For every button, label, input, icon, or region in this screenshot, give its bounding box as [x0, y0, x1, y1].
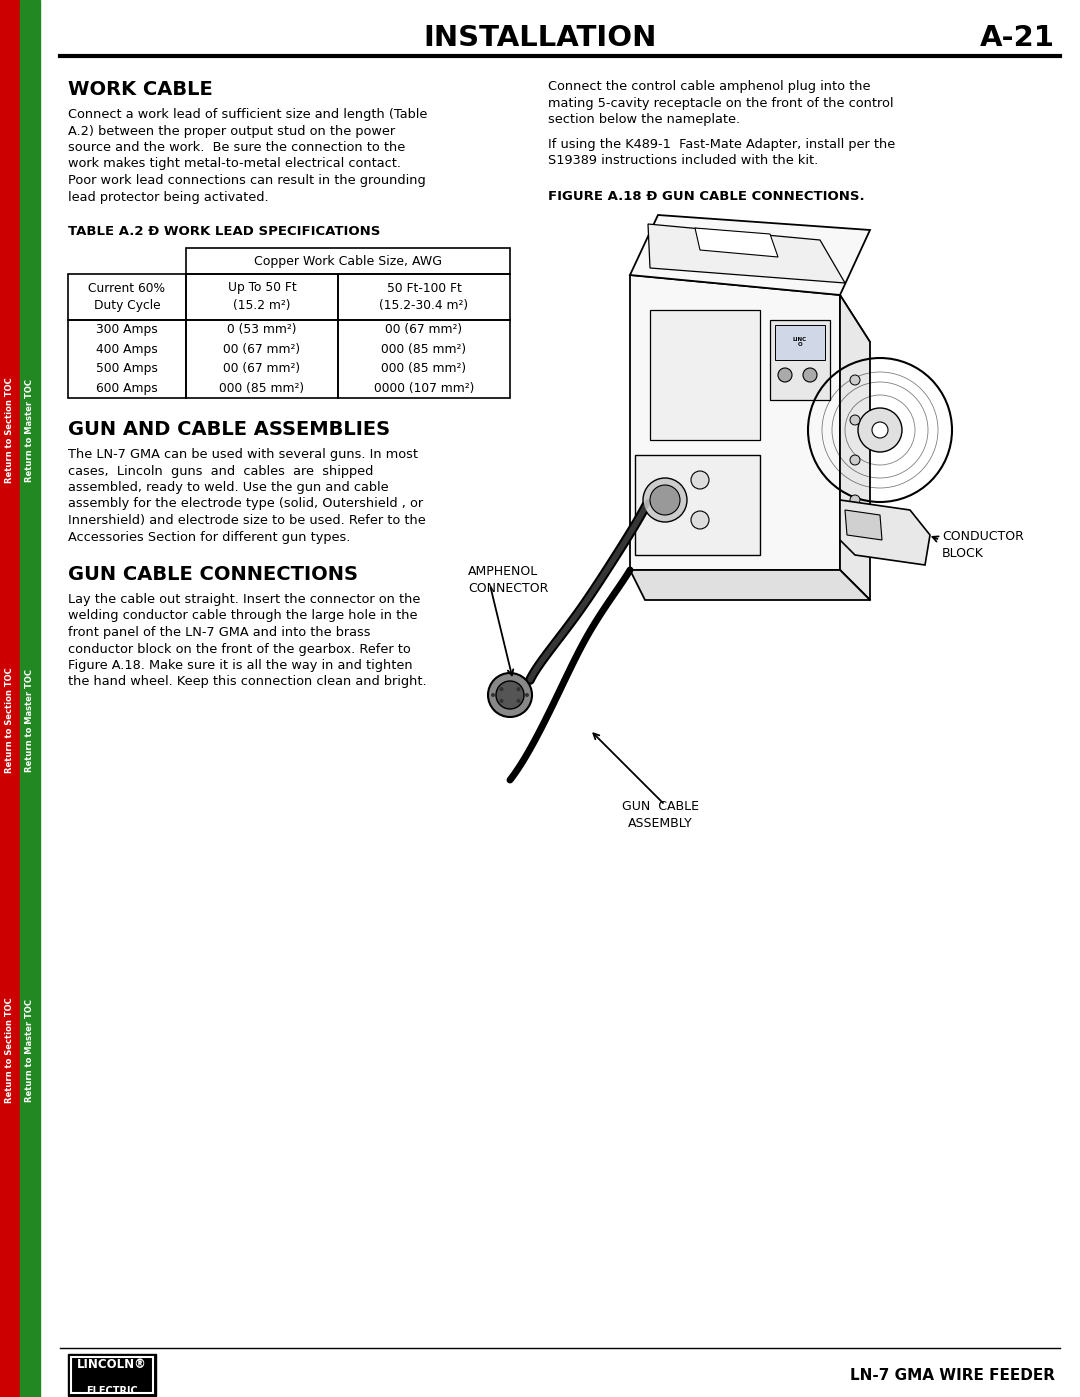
Text: Return to Master TOC: Return to Master TOC: [26, 379, 35, 482]
Bar: [68, 1354, 156, 1396]
Polygon shape: [630, 570, 870, 599]
Circle shape: [499, 698, 503, 703]
Bar: [186, 320, 338, 398]
Bar: [68, 320, 186, 398]
Polygon shape: [770, 320, 831, 400]
Text: LN-7 GMA WIRE FEEDER: LN-7 GMA WIRE FEEDER: [850, 1368, 1055, 1383]
Text: A-21: A-21: [980, 24, 1055, 52]
Text: Return to Master TOC: Return to Master TOC: [26, 999, 35, 1101]
Text: Return to Section TOC: Return to Section TOC: [5, 668, 14, 773]
Circle shape: [643, 478, 687, 522]
Bar: [338, 320, 510, 398]
Text: Connect a work lead of sufficient size and length (Table: Connect a work lead of sufficient size a…: [68, 108, 428, 122]
Text: source and the work.  Be sure the connection to the: source and the work. Be sure the connect…: [68, 141, 405, 154]
Circle shape: [850, 374, 860, 386]
Text: AMPHENOL
CONNECTOR: AMPHENOL CONNECTOR: [468, 564, 549, 595]
Text: front panel of the LN-7 GMA and into the brass: front panel of the LN-7 GMA and into the…: [68, 626, 370, 638]
Text: the hand wheel. Keep this connection clean and bright.: the hand wheel. Keep this connection cle…: [68, 676, 427, 689]
Text: lead protector being activated.: lead protector being activated.: [68, 190, 269, 204]
Text: Connect the control cable amphenol plug into the: Connect the control cable amphenol plug …: [548, 80, 870, 94]
Text: GUN  CABLE
ASSEMBLY: GUN CABLE ASSEMBLY: [621, 800, 699, 830]
Circle shape: [491, 693, 495, 697]
Circle shape: [850, 455, 860, 465]
Polygon shape: [635, 455, 760, 555]
Bar: [186, 274, 338, 320]
Text: Copper Work Cable Size, AWG: Copper Work Cable Size, AWG: [254, 254, 442, 267]
Bar: [338, 274, 510, 320]
Text: work makes tight metal-to-metal electrical contact.: work makes tight metal-to-metal electric…: [68, 158, 401, 170]
Text: Return to Master TOC: Return to Master TOC: [26, 669, 35, 771]
Text: Return to Section TOC: Return to Section TOC: [5, 377, 14, 483]
Text: assembled, ready to weld. Use the gun and cable: assembled, ready to weld. Use the gun an…: [68, 481, 389, 495]
Polygon shape: [840, 500, 930, 564]
Text: The LN-7 GMA can be used with several guns. In most: The LN-7 GMA can be used with several gu…: [68, 448, 418, 461]
Text: Return to Section TOC: Return to Section TOC: [5, 997, 14, 1102]
Bar: [21, 0, 40, 1397]
Text: section below the nameplate.: section below the nameplate.: [548, 113, 740, 126]
Polygon shape: [630, 215, 870, 295]
Text: Accessories Section for different gun types.: Accessories Section for different gun ty…: [68, 531, 350, 543]
Text: If using the K489-1  Fast-Mate Adapter, install per the: If using the K489-1 Fast-Mate Adapter, i…: [548, 138, 895, 151]
Circle shape: [858, 408, 902, 453]
Circle shape: [650, 485, 680, 515]
Circle shape: [488, 673, 532, 717]
Polygon shape: [696, 228, 778, 257]
Text: ELECTRIC: ELECTRIC: [86, 1386, 138, 1396]
Text: WORK CABLE: WORK CABLE: [68, 80, 213, 99]
Text: Current 60%
Duty Cycle: Current 60% Duty Cycle: [89, 282, 165, 313]
Text: LINCOLN®: LINCOLN®: [77, 1358, 147, 1370]
Bar: [68, 274, 186, 320]
Text: Lay the cable out straight. Insert the connector on the: Lay the cable out straight. Insert the c…: [68, 592, 420, 606]
Text: GUN AND CABLE ASSEMBLIES: GUN AND CABLE ASSEMBLIES: [68, 420, 390, 439]
Text: FIGURE A.18 Ð GUN CABLE CONNECTIONS.: FIGURE A.18 Ð GUN CABLE CONNECTIONS.: [548, 190, 865, 203]
Text: S19389 instructions included with the kit.: S19389 instructions included with the ki…: [548, 155, 819, 168]
Bar: [186, 249, 510, 274]
Text: CONDUCTOR
BLOCK: CONDUCTOR BLOCK: [942, 529, 1024, 560]
Text: 300 Amps
400 Amps
500 Amps
600 Amps: 300 Amps 400 Amps 500 Amps 600 Amps: [96, 323, 158, 395]
Circle shape: [850, 415, 860, 425]
Bar: [0, 0, 21, 1397]
Circle shape: [850, 495, 860, 504]
Circle shape: [691, 471, 708, 489]
Text: assembly for the electrode type (solid, Outershield , or: assembly for the electrode type (solid, …: [68, 497, 423, 510]
Polygon shape: [775, 326, 825, 360]
Circle shape: [691, 511, 708, 529]
Text: welding conductor cable through the large hole in the: welding conductor cable through the larg…: [68, 609, 418, 623]
Text: cases,  Lincoln  guns  and  cables  are  shipped: cases, Lincoln guns and cables are shipp…: [68, 464, 374, 478]
Circle shape: [872, 422, 888, 439]
Circle shape: [496, 680, 524, 710]
Polygon shape: [650, 310, 760, 440]
Circle shape: [516, 698, 521, 703]
Circle shape: [804, 367, 816, 381]
Polygon shape: [630, 275, 870, 342]
Text: mating 5-cavity receptacle on the front of the control: mating 5-cavity receptacle on the front …: [548, 96, 893, 109]
Polygon shape: [630, 275, 840, 570]
Polygon shape: [845, 510, 882, 541]
Text: Poor work lead connections can result in the grounding: Poor work lead connections can result in…: [68, 175, 426, 187]
Text: A.2) between the proper output stud on the power: A.2) between the proper output stud on t…: [68, 124, 395, 137]
Circle shape: [516, 687, 521, 692]
Text: 50 Ft-100 Ft
(15.2-30.4 m²): 50 Ft-100 Ft (15.2-30.4 m²): [379, 282, 469, 313]
Text: 0 (53 mm²)
00 (67 mm²)
00 (67 mm²)
000 (85 mm²): 0 (53 mm²) 00 (67 mm²) 00 (67 mm²) 000 (…: [219, 323, 305, 395]
Text: LINC
O: LINC O: [793, 337, 807, 348]
Text: conductor block on the front of the gearbox. Refer to: conductor block on the front of the gear…: [68, 643, 410, 655]
Text: GUN CABLE CONNECTIONS: GUN CABLE CONNECTIONS: [68, 564, 357, 584]
Text: 00 (67 mm²)
000 (85 mm²)
000 (85 mm²)
0000 (107 mm²): 00 (67 mm²) 000 (85 mm²) 000 (85 mm²) 00…: [374, 323, 474, 395]
Text: TABLE A.2 Ð WORK LEAD SPECIFICATIONS: TABLE A.2 Ð WORK LEAD SPECIFICATIONS: [68, 225, 380, 237]
Circle shape: [499, 687, 503, 692]
Text: Up To 50 Ft
(15.2 m²): Up To 50 Ft (15.2 m²): [228, 282, 296, 313]
Text: Figure A.18. Make sure it is all the way in and tighten: Figure A.18. Make sure it is all the way…: [68, 659, 413, 672]
Text: INSTALLATION: INSTALLATION: [423, 24, 657, 52]
Circle shape: [778, 367, 792, 381]
Circle shape: [525, 693, 529, 697]
Polygon shape: [648, 224, 845, 284]
Bar: [71, 1356, 153, 1393]
Polygon shape: [840, 295, 870, 599]
Text: Innershield) and electrode size to be used. Refer to the: Innershield) and electrode size to be us…: [68, 514, 426, 527]
